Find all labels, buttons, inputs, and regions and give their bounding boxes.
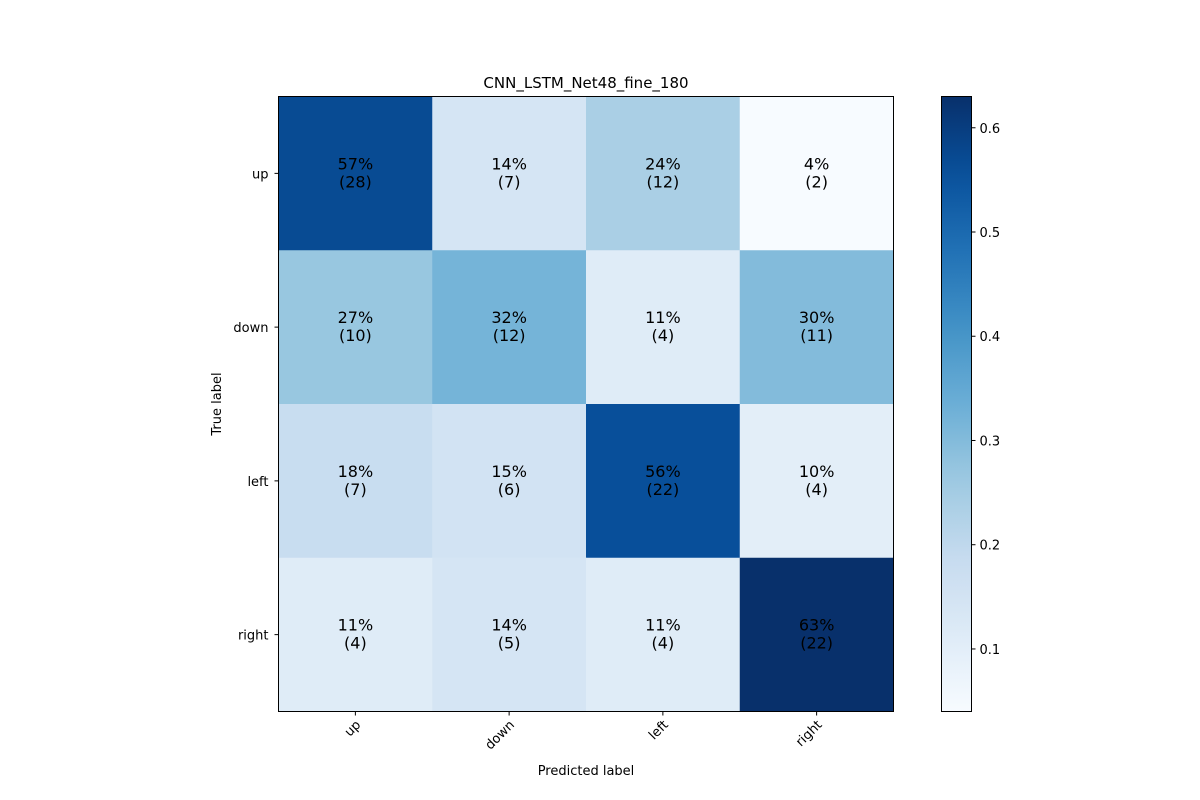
heatmap-cell [432,250,587,405]
x-axis-ticks: up down left right [342,711,825,753]
cell-value-label: 30% (11) [799,308,835,345]
colorbar-ticks: 0.1 0.2 0.3 0.4 0.5 0.6 [971,122,1001,658]
cell-value-label: 27% (10) [338,308,374,345]
cell-value-label: 4% (2) [804,154,829,191]
cell-value-label: 14% (5) [491,616,527,653]
plot-frame [278,96,894,712]
heatmap-cell [278,404,433,559]
heatmap-cell [739,250,894,405]
heatmap-cell [739,557,894,712]
cell-value-label: 32% (12) [491,308,527,345]
cell-value-label: 15% (6) [491,462,527,499]
heatmap-cell [586,404,741,559]
heatmap-cell [278,250,433,405]
heatmap-cell [586,96,741,251]
y-tick-label: up [252,167,269,182]
heatmap-cell [739,96,894,251]
y-tick-label: right [238,629,269,644]
heatmap-cell-labels: 57% (28) 14% (7) 24% (12) 4% (2) 27% (10) 32% (12) 1… [338,154,835,652]
heatmap-cell [586,250,741,405]
heatmap-cell [432,404,587,559]
colorbar-tick-label: 0.4 [980,330,1001,345]
heatmap-cell [278,557,433,712]
cell-value-label: 11% (4) [338,616,374,653]
colorbar-tick-label: 0.2 [980,539,1001,554]
cell-value-label: 14% (7) [491,154,527,191]
chart-title: CNN_LSTM_Net48_fine_180 [483,74,688,93]
y-tick-label: left [247,475,268,490]
heatmap-cell [586,557,741,712]
cell-value-label: 56% (22) [645,462,681,499]
colorbar [941,96,972,712]
heatmap-cell [278,96,433,251]
x-tick-label: down [483,718,518,753]
y-axis-ticks: up down left right [233,167,279,644]
heatmap-cell [432,96,587,251]
cell-value-label: 24% (12) [645,154,681,191]
heatmap-cell [739,404,894,559]
heatmap-cell [432,557,587,712]
cell-value-label: 11% (4) [645,616,681,653]
cell-value-label: 10% (4) [799,462,835,499]
x-tick-label: up [342,718,364,740]
colorbar-tick-label: 0.6 [980,122,1001,137]
x-axis-label: Predicted label [538,764,635,779]
x-tick-label: left [646,718,672,744]
cell-value-label: 18% (7) [338,462,374,499]
heatmap-cells [278,96,894,712]
x-tick-label: right [793,718,825,750]
cell-value-label: 63% (22) [799,616,835,653]
colorbar-tick-label: 0.5 [980,226,1001,241]
y-tick-label: down [233,321,268,336]
colorbar-tick-label: 0.1 [980,643,1001,658]
cell-value-label: 57% (28) [338,154,374,191]
y-axis-label: True label [210,372,225,436]
cell-value-label: 11% (4) [645,308,681,345]
colorbar-tick-label: 0.3 [980,434,1001,449]
